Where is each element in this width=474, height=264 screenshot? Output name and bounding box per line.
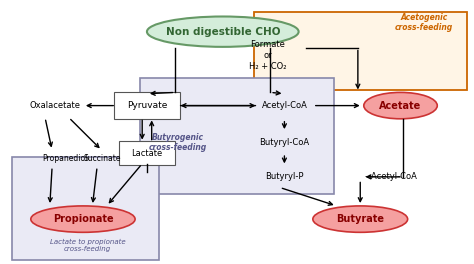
Ellipse shape bbox=[364, 92, 437, 119]
Text: Oxalacetate: Oxalacetate bbox=[29, 101, 80, 110]
Text: Pyruvate: Pyruvate bbox=[127, 101, 167, 110]
FancyBboxPatch shape bbox=[12, 157, 159, 260]
Text: →Acetyl-CoA: →Acetyl-CoA bbox=[365, 172, 418, 181]
Text: Propionate: Propionate bbox=[53, 214, 113, 224]
Text: Butyrogenic
cross-feeding: Butyrogenic cross-feeding bbox=[149, 133, 207, 152]
Text: Succinate: Succinate bbox=[83, 154, 121, 163]
Text: Non digestible CHO: Non digestible CHO bbox=[165, 27, 280, 37]
Text: Butyrate: Butyrate bbox=[336, 214, 384, 224]
FancyBboxPatch shape bbox=[114, 92, 180, 119]
FancyBboxPatch shape bbox=[140, 78, 334, 194]
Ellipse shape bbox=[31, 206, 135, 232]
Text: Lactate to propionate
cross-feeding: Lactate to propionate cross-feeding bbox=[50, 239, 126, 252]
Text: Acetate: Acetate bbox=[379, 101, 422, 111]
Text: Propanediol: Propanediol bbox=[43, 154, 88, 163]
Text: Formate
or
H₂ + CO₂: Formate or H₂ + CO₂ bbox=[249, 40, 287, 71]
Ellipse shape bbox=[147, 16, 299, 47]
Text: Butyryl-CoA: Butyryl-CoA bbox=[259, 138, 310, 147]
FancyBboxPatch shape bbox=[118, 141, 175, 165]
Text: Butyryl-P: Butyryl-P bbox=[265, 172, 304, 181]
FancyBboxPatch shape bbox=[254, 12, 467, 90]
Text: Acetogenic
cross-feeding: Acetogenic cross-feeding bbox=[395, 13, 453, 32]
Text: Lactate: Lactate bbox=[131, 149, 163, 158]
Ellipse shape bbox=[313, 206, 408, 232]
Text: Acetyl-CoA: Acetyl-CoA bbox=[262, 101, 307, 110]
